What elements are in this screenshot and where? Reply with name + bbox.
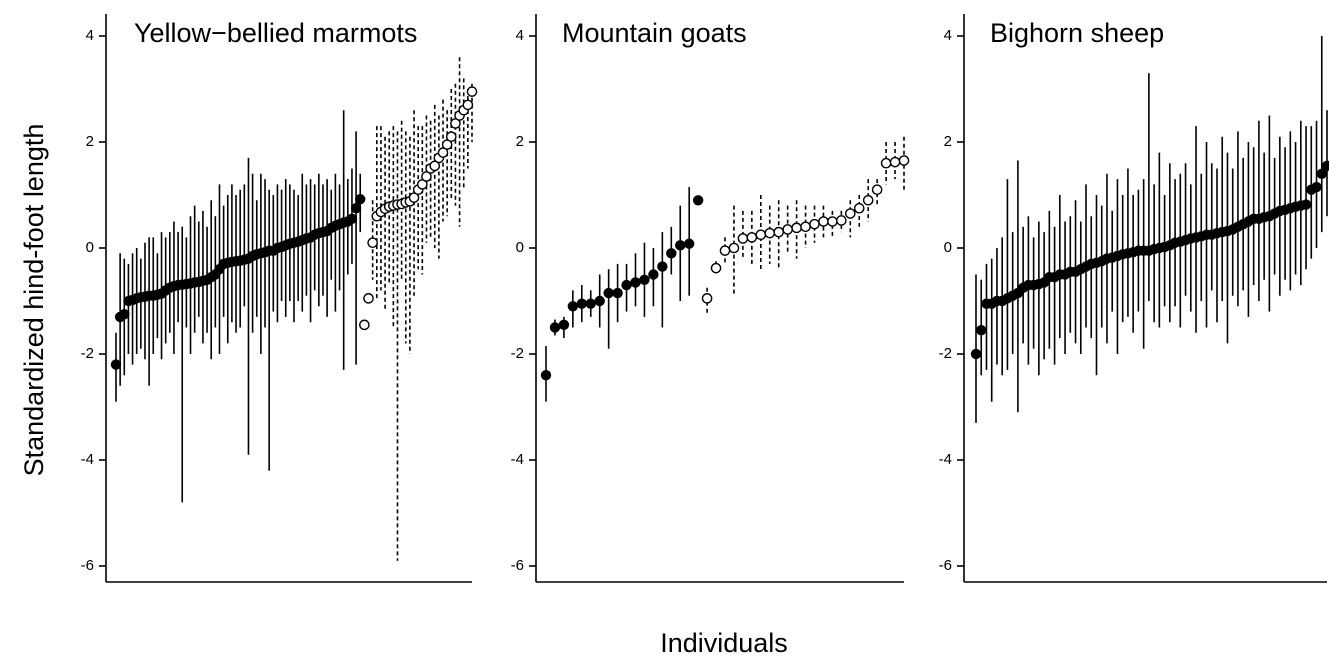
y-tick-label: -4 (511, 451, 524, 468)
chart-panel-2: 4 2 0 -2 -4 -6 Bighorn sheep (939, 14, 1329, 583)
data-point (970, 348, 982, 360)
data-point (350, 203, 362, 214)
series-0 (970, 36, 1329, 423)
y-tick-label: 2 (516, 133, 524, 150)
data-point-open (746, 232, 758, 243)
data-point-open (408, 192, 420, 203)
data-point (558, 319, 570, 331)
y-tick-label: 2 (944, 133, 952, 150)
data-point-open (898, 155, 910, 166)
data-point (675, 240, 686, 251)
data-point-open (466, 86, 478, 97)
data-point-open (773, 226, 785, 238)
data-point-open (764, 227, 776, 239)
data-point (110, 359, 122, 370)
data-point-open (791, 222, 802, 234)
data-point-open (827, 216, 838, 227)
data-point-open (836, 215, 847, 226)
data-point-open (701, 293, 713, 304)
data-point (567, 301, 579, 312)
chart-panel-0: 4 2 0 -2 -4 -6 Yellow−bellied marmots (81, 14, 478, 583)
data-point (648, 269, 659, 280)
data-point (684, 238, 695, 249)
data-point-open (800, 221, 811, 233)
data-point (976, 324, 987, 336)
data-point-open (755, 229, 767, 241)
data-point-open (782, 224, 793, 235)
data-point (1311, 181, 1322, 193)
y-tick-label: 0 (86, 239, 94, 256)
data-point-open (446, 131, 457, 142)
panel-title: Mountain goats (562, 18, 747, 48)
data-point-open (421, 171, 432, 182)
data-point (576, 298, 588, 309)
data-point (1316, 168, 1327, 179)
data-point-open (862, 194, 874, 206)
data-point (119, 309, 130, 320)
data-point (1321, 160, 1329, 172)
panels: 4 2 0 -2 -4 -6 Yellow−bellied marmots 4 2 0 -2 -4 -6… (81, 14, 1329, 583)
y-tick-label: -4 (939, 451, 952, 468)
data-point-open (871, 184, 883, 195)
data-point (621, 279, 632, 291)
data-point-open (845, 208, 856, 219)
y-tick-label: 4 (86, 27, 94, 44)
data-point (594, 295, 605, 307)
data-point-open (818, 216, 829, 227)
series-0 (540, 187, 704, 402)
y-tick-label: 0 (944, 239, 952, 256)
data-point (603, 287, 614, 299)
data-point-open (462, 99, 474, 111)
data-point-open (437, 147, 449, 158)
data-point (630, 277, 641, 288)
y-tick-label: -2 (81, 345, 94, 362)
data-point (692, 195, 704, 206)
y-tick-label: 2 (86, 133, 94, 150)
data-point (639, 274, 650, 285)
data-point-open (809, 218, 820, 230)
y-tick-label: 4 (516, 27, 524, 44)
panel-title: Yellow−bellied marmots (134, 18, 417, 48)
data-point-open (363, 293, 374, 304)
y-tick-label: -2 (511, 345, 524, 362)
panel-title: Bighorn sheep (990, 18, 1164, 48)
data-point (355, 194, 366, 205)
data-point-open (710, 262, 722, 274)
data-point-open (429, 160, 441, 172)
data-point-open (719, 245, 731, 256)
chart-panel-1: 4 2 0 -2 -4 -6 Mountain goats (511, 14, 910, 583)
data-point-open (450, 118, 461, 129)
data-point-open (359, 319, 370, 331)
data-point-open (441, 139, 453, 150)
y-tick-label: -4 (81, 451, 94, 468)
data-point-open (367, 237, 378, 248)
y-tick-label: -6 (511, 557, 524, 574)
y-tick-label: 0 (516, 239, 524, 256)
y-tick-label: -6 (81, 557, 94, 574)
data-point (612, 287, 623, 299)
data-point (549, 322, 561, 333)
x-axis-title: Individuals (660, 628, 788, 658)
y-tick-label: -2 (939, 345, 952, 362)
data-point-open (737, 233, 749, 244)
data-point (1300, 199, 1312, 210)
data-point-open (853, 202, 865, 214)
y-tick-label: 4 (944, 27, 952, 44)
y-tick-label: -6 (939, 557, 952, 574)
data-point (540, 370, 552, 381)
y-axis-title: Standardized hind-foot length (19, 124, 49, 477)
data-point-open (880, 157, 892, 169)
series-1 (359, 57, 478, 561)
series-0 (110, 110, 366, 503)
data-point-open (889, 156, 901, 168)
data-point (346, 213, 358, 225)
data-point (585, 298, 596, 309)
series-1 (701, 136, 910, 315)
data-point-open (728, 242, 740, 254)
data-point (666, 248, 677, 259)
data-point-open (417, 179, 428, 190)
data-point (657, 261, 668, 272)
